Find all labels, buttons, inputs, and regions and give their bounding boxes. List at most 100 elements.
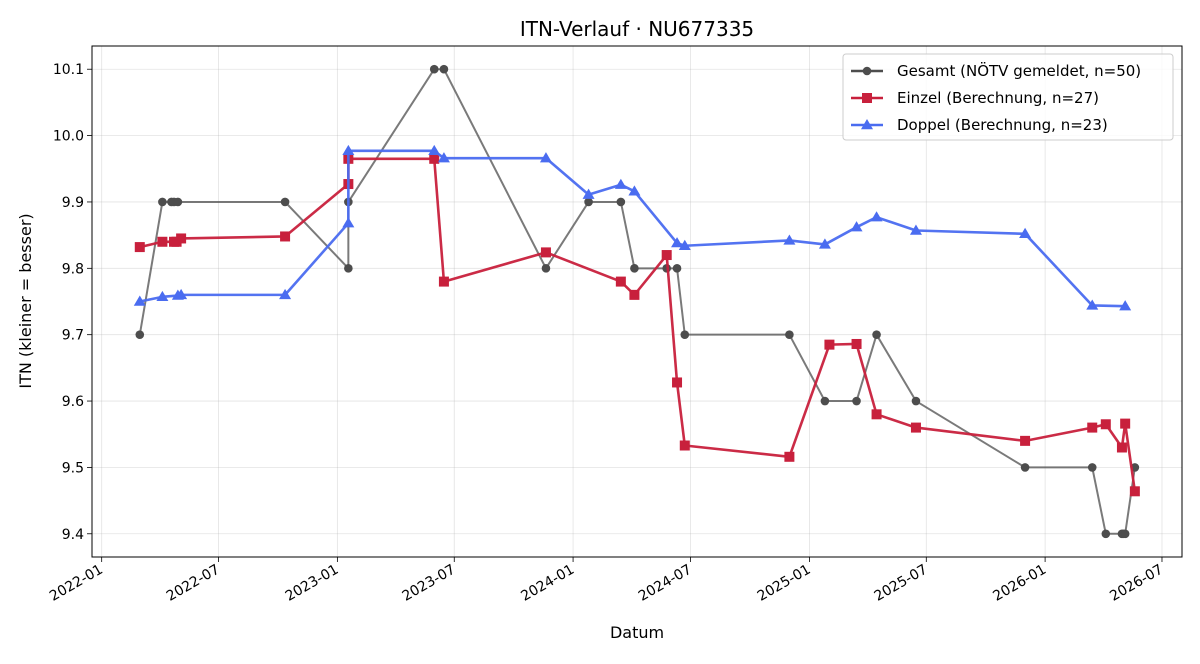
data-point bbox=[176, 233, 187, 244]
data-point bbox=[911, 396, 921, 406]
data-point bbox=[429, 153, 440, 164]
x-tick: 2025-07 bbox=[872, 557, 930, 605]
data-point bbox=[539, 152, 552, 163]
data-point bbox=[1019, 227, 1032, 239]
x-tick-label: 2024-07 bbox=[636, 562, 695, 605]
y-tick-label: 9.9 bbox=[62, 195, 84, 211]
data-point bbox=[175, 288, 188, 300]
data-point bbox=[785, 330, 794, 339]
data-point bbox=[342, 217, 355, 228]
data-point bbox=[629, 289, 640, 300]
y-tick: 10.1 bbox=[53, 62, 92, 78]
data-point bbox=[680, 330, 690, 339]
x-tick: 2025-01 bbox=[755, 557, 814, 605]
data-point bbox=[158, 197, 167, 207]
data-point bbox=[1120, 529, 1130, 539]
legend-label: Gesamt (NÖTV gemeldet, n=50) bbox=[897, 61, 1141, 80]
data-point bbox=[672, 264, 682, 273]
x-tick: 2023-01 bbox=[283, 557, 342, 605]
data-point bbox=[850, 221, 863, 232]
data-point bbox=[630, 264, 639, 273]
data-point bbox=[157, 236, 168, 247]
data-point bbox=[1020, 435, 1031, 446]
data-point bbox=[616, 197, 626, 207]
series-layer bbox=[133, 64, 1140, 539]
legend-entry-3: Doppel (Berechnung, n=23) bbox=[851, 116, 1108, 134]
data-point bbox=[870, 211, 883, 222]
data-point bbox=[1129, 486, 1140, 497]
data-point bbox=[871, 409, 882, 420]
legend-box bbox=[842, 53, 1174, 141]
series-2 bbox=[134, 153, 1140, 497]
data-point bbox=[818, 238, 831, 249]
y-tick-label: 10.0 bbox=[53, 129, 84, 145]
series-3 bbox=[133, 144, 1132, 311]
series-line bbox=[139, 149, 1126, 308]
data-point bbox=[173, 197, 183, 207]
y-axis-label: ITN (kleiner = besser) bbox=[16, 213, 35, 388]
y-tick-label: 9.6 bbox=[62, 394, 84, 410]
data-point bbox=[678, 239, 691, 250]
data-point bbox=[429, 64, 439, 74]
data-point bbox=[661, 250, 672, 261]
data-point bbox=[280, 197, 290, 207]
data-point bbox=[1120, 418, 1131, 429]
legend-marker bbox=[862, 93, 872, 103]
y-tick-label: 9.8 bbox=[62, 261, 84, 277]
data-point bbox=[438, 276, 449, 287]
data-point bbox=[1086, 299, 1099, 310]
data-point bbox=[851, 338, 862, 349]
y-axis-ticks: 9.4 9.5 9.6 9.7 9.8 9.9 10.0 10.1 bbox=[53, 62, 92, 543]
legend-entry-2: Einzel (Berechnung, n=27) bbox=[851, 89, 1099, 107]
data-point bbox=[437, 152, 450, 163]
legend-label: Einzel (Berechnung, n=27) bbox=[897, 89, 1099, 107]
data-point bbox=[784, 451, 795, 462]
data-point bbox=[909, 224, 922, 235]
series-1 bbox=[135, 64, 1140, 539]
x-tick-label: 2026-07 bbox=[1107, 562, 1166, 605]
grid bbox=[92, 46, 1182, 557]
data-point bbox=[280, 231, 291, 242]
x-tick-label: 2023-01 bbox=[283, 562, 342, 605]
y-tick-label: 9.5 bbox=[62, 460, 84, 476]
data-point bbox=[615, 276, 626, 287]
x-tick-label: 2026-01 bbox=[990, 562, 1049, 605]
data-point bbox=[783, 234, 796, 245]
data-point bbox=[820, 396, 830, 406]
data-point bbox=[614, 178, 627, 189]
x-tick-label: 2022-01 bbox=[47, 562, 106, 605]
legend-marker bbox=[862, 66, 872, 76]
y-tick-label: 9.4 bbox=[62, 527, 84, 543]
x-tick: 2022-07 bbox=[164, 557, 223, 605]
data-point bbox=[1100, 419, 1111, 430]
data-point bbox=[910, 422, 921, 433]
data-point bbox=[679, 440, 690, 451]
legend: Gesamt (NÖTV gemeldet, n=50) Einzel (Bere… bbox=[842, 53, 1174, 141]
data-point bbox=[824, 339, 835, 350]
data-point bbox=[342, 144, 355, 156]
x-axis-label: Datum bbox=[610, 623, 664, 642]
y-tick: 9.7 bbox=[62, 328, 92, 344]
data-point bbox=[1116, 442, 1127, 453]
x-axis-ticks: 2022-01 2022-07 2023-01 2023-07 2024-01 2024-… bbox=[47, 557, 1166, 605]
x-tick: 2024-01 bbox=[518, 557, 577, 605]
series-line bbox=[139, 157, 1137, 492]
x-tick-label: 2025-01 bbox=[755, 562, 814, 605]
data-point bbox=[628, 185, 641, 196]
data-point bbox=[1087, 463, 1097, 472]
x-tick-label: 2024-01 bbox=[518, 562, 577, 605]
y-tick: 9.5 bbox=[62, 460, 92, 476]
y-tick: 9.6 bbox=[62, 394, 92, 410]
y-tick: 10.0 bbox=[53, 129, 92, 145]
x-tick: 2026-01 bbox=[990, 557, 1049, 605]
y-tick: 9.8 bbox=[62, 261, 92, 277]
data-point bbox=[344, 264, 353, 273]
x-tick: 2024-07 bbox=[636, 557, 695, 605]
data-point bbox=[439, 64, 449, 74]
y-tick-label: 10.1 bbox=[53, 62, 84, 78]
y-tick: 9.4 bbox=[62, 527, 92, 543]
data-point bbox=[1087, 422, 1098, 433]
x-tick-label: 2023-07 bbox=[400, 562, 459, 605]
data-point bbox=[1020, 463, 1030, 472]
data-point bbox=[279, 288, 292, 300]
